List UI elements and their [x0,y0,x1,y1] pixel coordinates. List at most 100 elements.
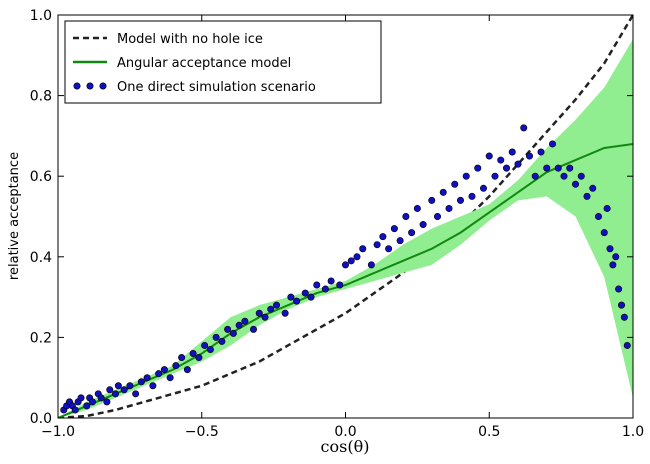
point [566,164,574,172]
point [468,192,476,200]
point [267,305,275,313]
point [359,245,367,253]
point [341,261,349,269]
y-tick-label: 0.6 [30,169,52,185]
point [445,204,453,212]
point [201,341,209,349]
point [474,164,482,172]
point [347,257,355,265]
point [120,386,128,394]
point [379,233,387,241]
point [195,354,203,362]
point [172,362,180,370]
point [408,229,416,237]
point [583,192,591,200]
point [97,394,105,402]
point [479,184,487,192]
point [589,184,597,192]
legend-label: Model with no hole ice [117,32,263,47]
point [218,337,226,345]
legend-label: One direct simulation scenario [117,80,316,95]
point [255,309,263,317]
point [367,261,375,269]
point [77,394,85,402]
legend-swatch [73,82,81,90]
point [112,390,120,398]
point [261,313,269,321]
point [206,345,214,353]
point [600,229,608,237]
point [603,204,611,212]
point [390,225,398,233]
point [502,164,510,172]
point [577,172,585,180]
point [183,366,191,374]
point [353,253,361,261]
point [83,402,91,410]
point [126,382,134,390]
point [212,333,220,341]
point [612,253,620,261]
point [560,172,568,180]
x-tick-label: 0.0 [334,424,356,440]
point [293,297,301,305]
point [485,152,493,160]
point [428,196,436,204]
point [617,301,625,309]
point [396,237,404,245]
x-tick-label: 0.5 [478,424,500,440]
point [89,398,97,406]
point [520,124,528,132]
point [439,188,447,196]
point [224,325,232,333]
point [301,289,309,297]
x-tick-label: −0.5 [185,424,219,440]
point [508,148,516,156]
point [106,386,114,394]
point [456,196,464,204]
x-tick-label: −1.0 [41,424,75,440]
y-tick-label: 0.8 [30,89,52,105]
point [166,374,174,382]
point [514,160,522,168]
point [103,398,111,406]
y-tick-label: 0.2 [30,330,52,346]
point [336,281,344,289]
point [321,285,329,293]
point [462,172,470,180]
point [287,293,295,301]
y-tick-label: 0.0 [30,411,52,427]
point [189,350,197,358]
point [451,180,459,188]
point [419,221,427,229]
point [497,156,505,164]
point [241,317,249,325]
point [229,329,237,337]
point [178,354,186,362]
point [609,261,617,269]
point [160,366,168,374]
point [272,301,280,309]
point [554,164,562,172]
point [594,213,602,221]
plot-area [58,15,633,418]
point [71,406,79,414]
y-tick-label: 1.0 [30,8,52,24]
point [571,180,579,188]
point [606,245,614,253]
point [615,285,623,293]
point [313,281,321,289]
point [543,164,551,172]
point [433,213,441,221]
point [548,140,556,148]
y-tick-label: 0.4 [30,250,52,266]
x-axis-label: cos(θ) [321,437,370,456]
point [385,245,393,253]
point [373,241,381,249]
point [281,309,289,317]
point [402,213,410,221]
point [327,277,335,285]
legend-label: Angular acceptance model [117,56,291,71]
point [114,382,122,390]
